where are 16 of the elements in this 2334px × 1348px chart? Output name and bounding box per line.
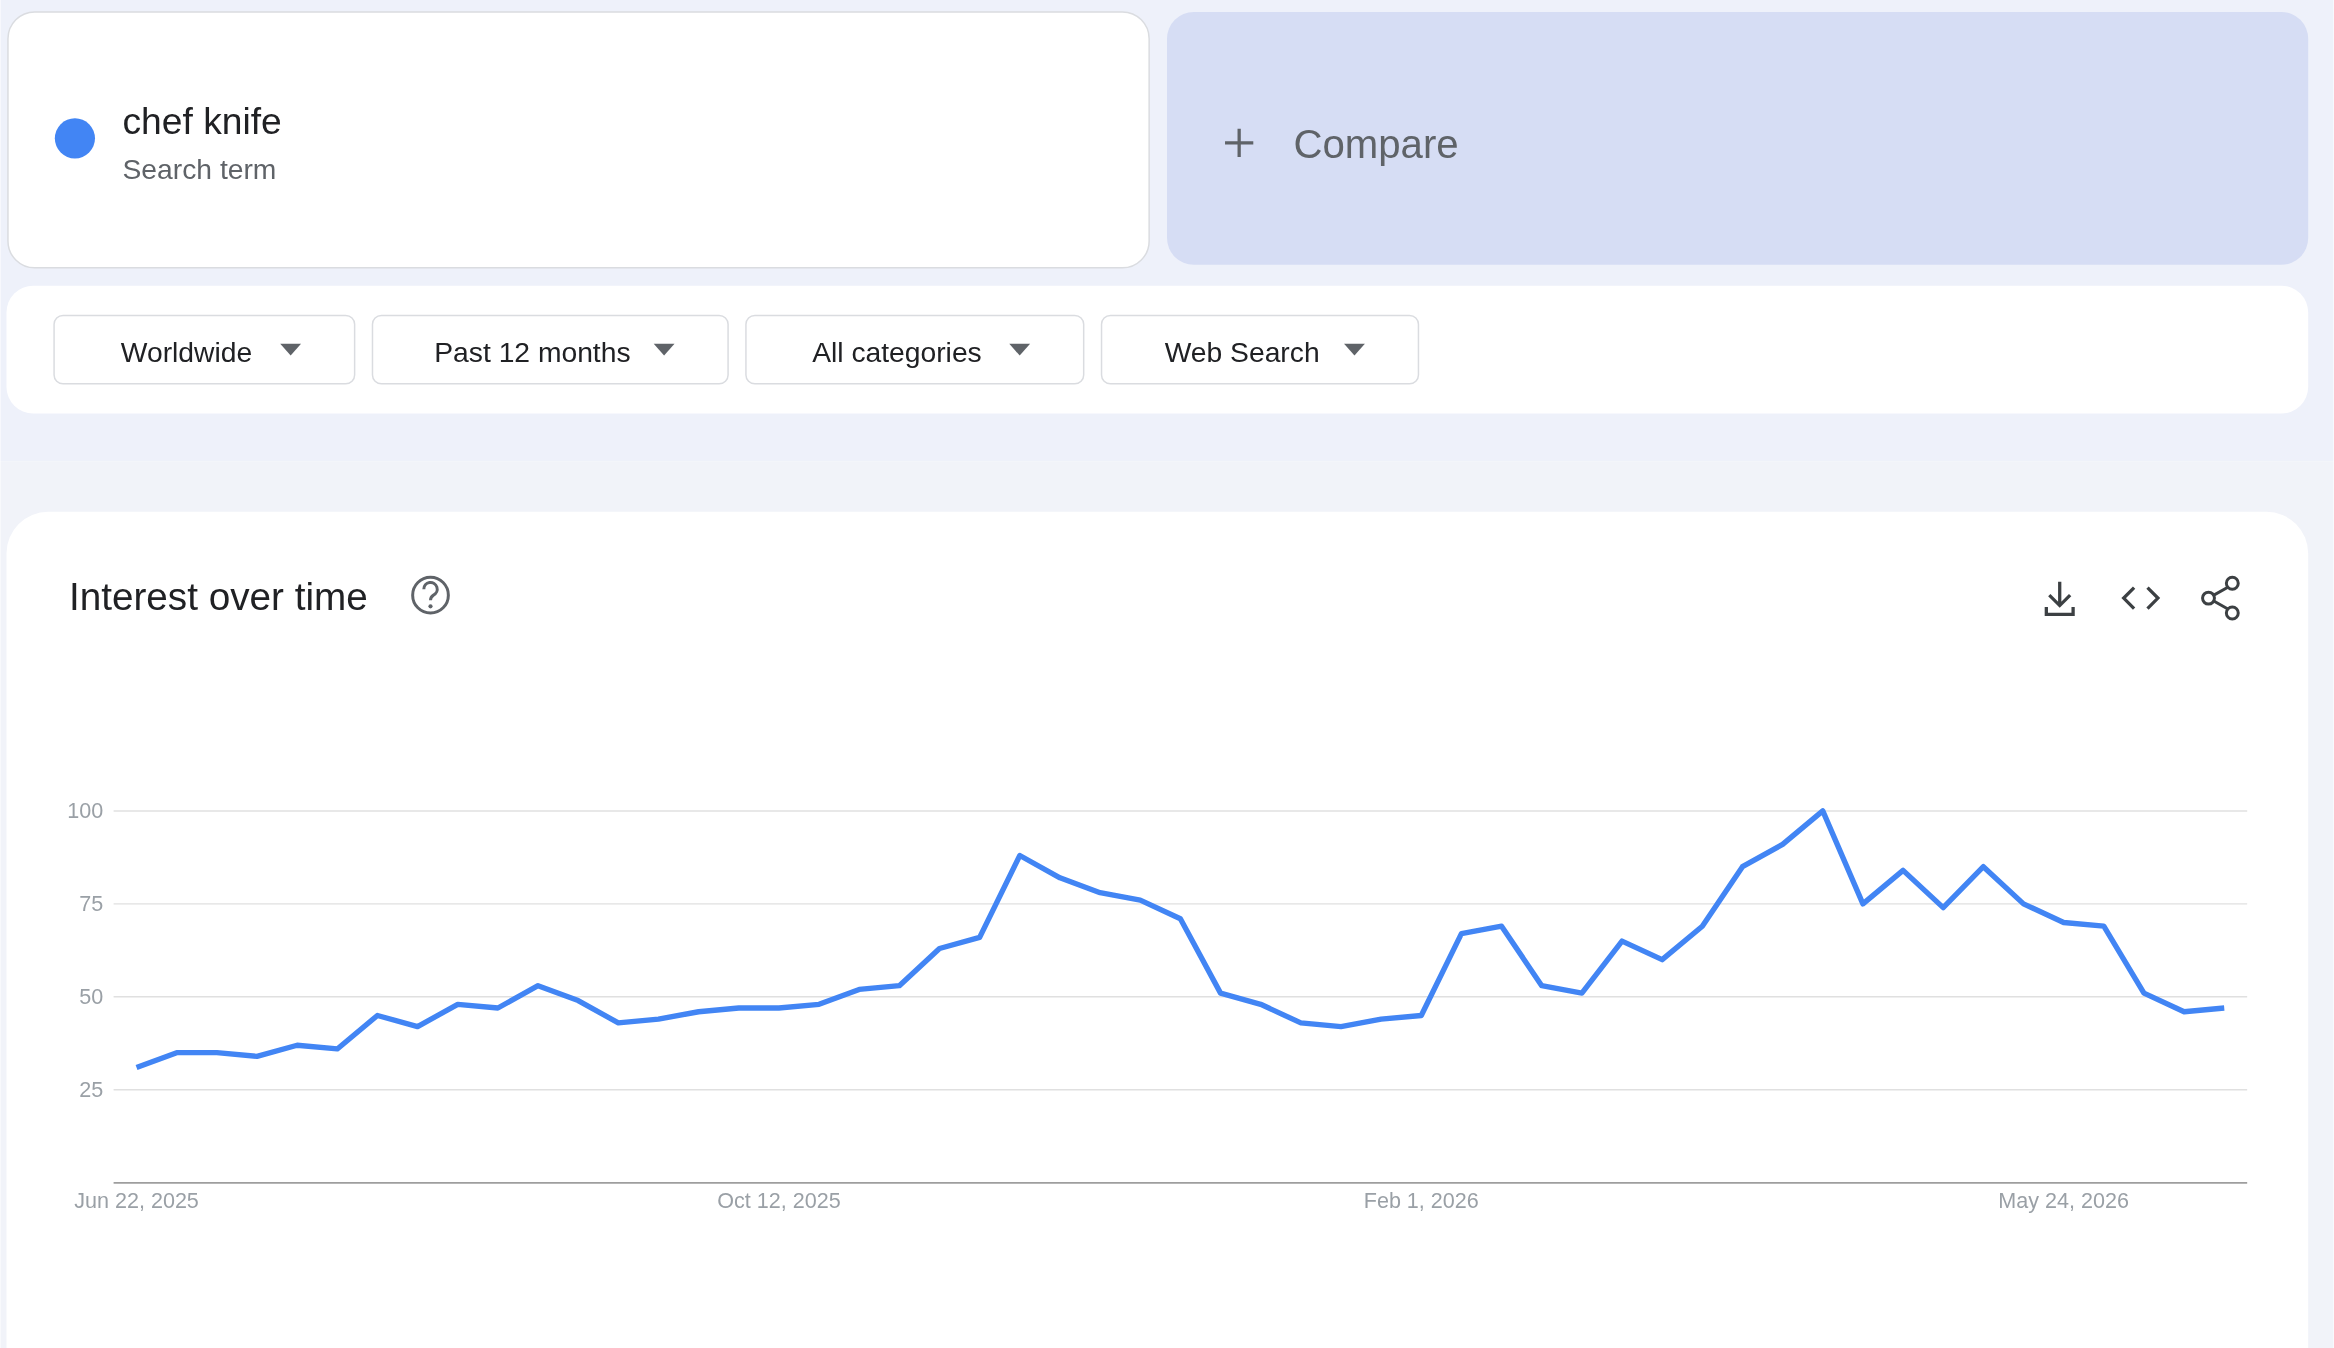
x-tick-label: Feb 1, 2026 [1363,1188,1479,1214]
x-tick-label: May 24, 2026 [1998,1188,2129,1214]
y-tick-label: 75 [79,891,104,917]
y-tick-label: 25 [79,1077,104,1103]
legend-label: chef knife [122,99,282,142]
text: Compare [1293,121,1459,167]
text: Worldwide [120,335,253,368]
text: Web Search [1164,335,1320,368]
x-tick-label: Oct 12, 2025 [717,1188,841,1214]
y-tick-label: 50 [79,984,104,1010]
text: Past 12 months [434,335,631,368]
chart-title: Interest over time [68,575,368,619]
x-tick-label: Jun 22, 2025 [74,1188,199,1214]
text: Search term [122,152,277,185]
text: All categories [812,335,982,368]
y-tick-label: 100 [67,798,104,824]
